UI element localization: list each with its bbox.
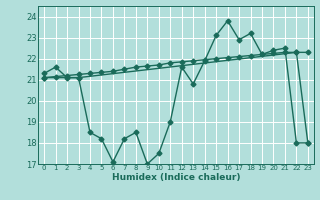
X-axis label: Humidex (Indice chaleur): Humidex (Indice chaleur) [112, 173, 240, 182]
